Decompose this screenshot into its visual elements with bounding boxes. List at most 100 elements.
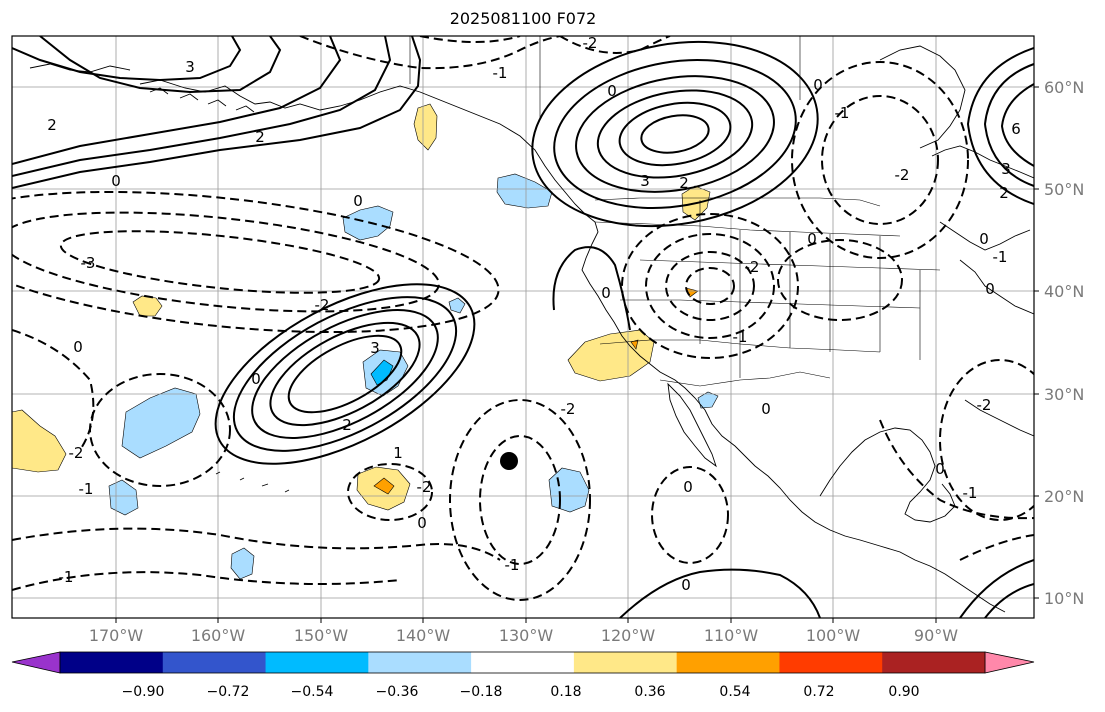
contour-label: 0 <box>73 338 83 356</box>
lon-label: 90°W <box>913 626 959 645</box>
contour-label: 3 <box>1001 160 1011 178</box>
positive-anomaly-core <box>373 477 395 495</box>
colorbar-tick-label: 0.72 <box>803 684 835 700</box>
lat-label: 30°N <box>1044 385 1085 404</box>
map-title: 2025081100 F072 <box>449 9 597 28</box>
contour-label: 2 <box>679 174 689 192</box>
colorbar-max-extension <box>984 651 1035 674</box>
colorbar-tick-label: 0.54 <box>719 684 751 700</box>
contour-label: 2 <box>342 416 352 434</box>
contour-label: 0 <box>607 82 617 100</box>
negative-anomaly-patch <box>448 297 466 314</box>
shaded-anomalies <box>12 103 719 580</box>
colorbar-tick-label: 0.36 <box>634 684 666 700</box>
colorbar-segment <box>265 652 369 673</box>
positive-anomaly-patch <box>12 409 67 473</box>
negative-anomaly-patch <box>496 173 553 209</box>
contour-label: 0 <box>807 230 817 248</box>
contour-label: -1 <box>835 104 850 122</box>
colorbar-segment <box>676 652 780 673</box>
positive-anomaly-patch <box>413 103 438 151</box>
lat-label: 20°N <box>1044 487 1085 506</box>
lat-label: 10°N <box>1044 589 1085 608</box>
negative-anomaly-patch <box>697 391 719 409</box>
positive-contours <box>12 36 1034 618</box>
contour-label: 2 <box>999 184 1009 202</box>
contour-label: -1 <box>493 64 508 82</box>
contour-label: 3 <box>185 58 195 76</box>
contour-label: 3 <box>370 339 380 357</box>
colorbar-segment <box>573 652 678 673</box>
colorbar-tick-label: 0.90 <box>888 684 920 700</box>
contour-label: -1 <box>733 328 748 346</box>
negative-contours <box>12 36 1034 601</box>
colorbar-tick-label: −0.72 <box>206 684 250 700</box>
contour-label: 0 <box>761 400 771 418</box>
contour-label: 0 <box>979 230 989 248</box>
contour-label: 6 <box>1011 120 1021 138</box>
contour-label: 2 <box>255 128 265 146</box>
lon-label: 170°W <box>88 626 144 645</box>
contour-label: 0 <box>683 478 693 496</box>
colorbar-segment <box>882 652 986 673</box>
colorbar-segment <box>60 652 164 673</box>
lat-label: 50°N <box>1044 180 1085 199</box>
contour-label: -2 <box>977 396 992 414</box>
contour-label: -1 <box>505 556 520 574</box>
storm-center-marker <box>500 452 518 470</box>
contour-label: 0 <box>353 192 363 210</box>
colorbar-segment <box>368 652 472 673</box>
map-frame <box>11 35 1035 619</box>
colorbar-tick-label: −0.54 <box>290 684 334 700</box>
negative-anomaly-patch <box>121 387 201 459</box>
contour-label: 1 <box>393 444 403 462</box>
contour-label: -1 <box>79 480 94 498</box>
contour-label: 0 <box>111 172 121 190</box>
contour-label: 0 <box>813 76 823 94</box>
contour-label: -2 <box>895 166 910 184</box>
lon-label: 130°W <box>498 626 554 645</box>
contour-label: 0 <box>417 514 427 532</box>
contour-label: -2 <box>561 400 576 418</box>
contour-label: -2 <box>417 478 432 496</box>
negative-anomaly-core <box>370 359 394 386</box>
lon-label: 140°W <box>395 626 451 645</box>
colorbar <box>11 651 1035 674</box>
negative-anomaly-patch <box>342 205 394 241</box>
contour-label: -2 <box>583 34 598 52</box>
lon-label: 150°W <box>293 626 349 645</box>
contour-label: 2 <box>47 116 57 134</box>
contour-label: -1 <box>993 248 1008 266</box>
colorbar-segment <box>471 652 575 673</box>
lat-label: 60°N <box>1044 78 1085 97</box>
colorbar-outline <box>59 651 986 674</box>
lon-label: 100°W <box>805 626 861 645</box>
colorbar-segments <box>60 652 986 673</box>
contour-label: 0 <box>681 576 691 594</box>
contour-label: 0 <box>601 284 611 302</box>
contour-label: 0 <box>985 280 995 298</box>
colorbar-segment <box>779 652 883 673</box>
political-borders <box>409 36 941 387</box>
contour-label: -2 <box>745 258 760 276</box>
axis-ticks <box>115 86 1039 623</box>
colorbar-tick-label: −0.90 <box>121 684 165 700</box>
contour-label: 3 <box>640 172 650 190</box>
contour-label: 0 <box>251 370 261 388</box>
lon-label: 160°W <box>190 626 246 645</box>
contour-label: -2 <box>69 444 84 462</box>
contour-label: -1 <box>59 568 74 586</box>
lon-label: 120°W <box>600 626 656 645</box>
lat-label: 40°N <box>1044 282 1085 301</box>
graticule <box>12 36 1034 618</box>
colorbar-tick-label: 0.18 <box>550 684 582 700</box>
contour-label: -2 <box>315 296 330 314</box>
negative-anomaly-patch <box>230 547 255 580</box>
contour-labels: 3 2 1 0 3 2 0 2 2 0 3 -3 -2 0 -1 -2 0 -2… <box>47 34 1021 594</box>
colorbar-tick-label: −0.36 <box>375 684 419 700</box>
colorbar-tick-label: −0.18 <box>459 684 503 700</box>
coastlines <box>29 45 1034 613</box>
colorbar-segment <box>162 652 267 673</box>
contour-label: -3 <box>81 254 96 272</box>
